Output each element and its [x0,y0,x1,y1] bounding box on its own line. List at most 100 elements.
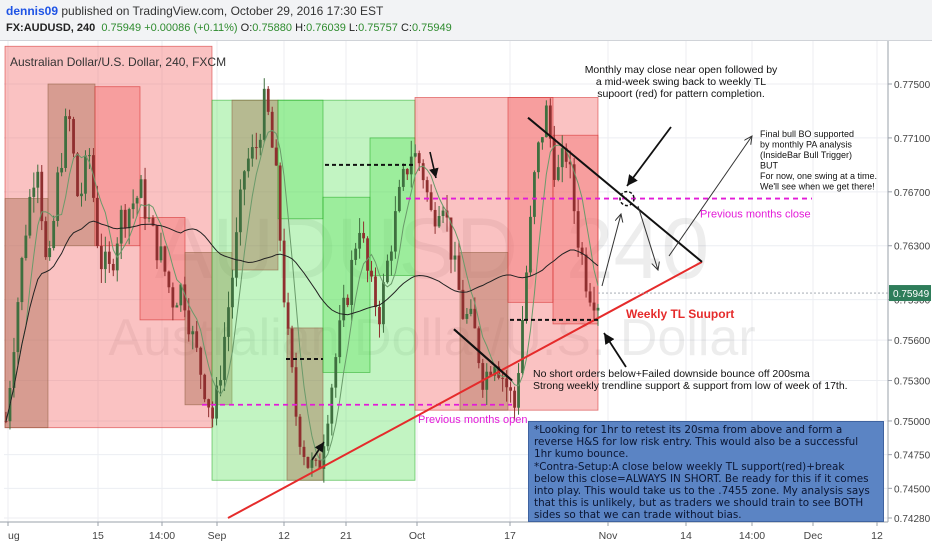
x-tick-label: 17 [504,530,516,542]
candle [350,250,354,321]
candle [576,198,580,257]
candle [326,414,330,451]
candle [397,179,401,213]
candle [266,86,270,116]
y-tick-label: 0.77100 [894,134,931,145]
candle [60,152,64,177]
candle [469,299,473,317]
candle [521,306,524,375]
candle [314,458,318,467]
price-chart[interactable]: AUDUSD, 240 Australian Dollar/U.S. Dolla… [0,41,932,550]
analysis-note: *Looking for 1hr to retest its 20sma fro… [528,421,884,522]
note-paragraph-1: *Looking for 1hr to retest its 20sma fro… [534,424,859,461]
candle [354,242,358,266]
candle [437,206,441,229]
candle [223,322,226,392]
candle [68,109,71,132]
candle [525,265,528,324]
bull-box [277,99,324,220]
candle [461,279,465,320]
candle [72,116,75,158]
descending-resistance-line [527,116,703,263]
candle [533,170,536,225]
open-value: 0.75880 [252,22,293,34]
candle [135,195,139,217]
candle [441,205,445,224]
candle [564,143,568,169]
arrow [429,151,439,179]
y-tick-label: 0.74500 [894,484,931,495]
x-tick-label: 15 [92,530,104,542]
candle [203,373,207,403]
candle [378,300,381,338]
candle [36,164,40,204]
bull-box [322,196,371,373]
candle [278,162,282,252]
annotation-labels: Monthly may close near open followed bya… [418,64,877,426]
y-tick-label: 0.75900 [894,296,931,307]
monthly-weekly-boxes [4,45,599,481]
monthly-note-text: Monthly may close near open followed by [585,64,778,76]
ohlc-line: FX:AUDUSD, 240 0.75949 +0.00086 (+0.11%)… [6,22,452,34]
chart-area[interactable]: AUDUSD, 240 Australian Dollar/U.S. Dolla… [0,41,932,550]
candle [481,358,485,398]
candle [318,453,322,470]
candle [250,134,254,167]
x-tick-label: 21 [340,530,352,542]
candle [235,217,238,287]
candle [540,137,544,150]
x-tick-label: 14:00 [739,530,765,542]
candle [147,203,151,223]
candle [227,291,230,352]
candle [544,100,548,138]
author-link[interactable]: dennis09 [6,4,59,18]
x-tick-label: 12 [871,530,883,542]
final-bull-note-text: BUT [760,161,779,171]
candle [370,260,373,282]
candle [509,381,512,403]
candle [405,168,409,181]
projection-arrow [637,205,658,270]
axes: 0.77500 0.77100 0.76700 0.76300 0.75900 0.756… [0,41,931,542]
candle [548,98,552,148]
candle [517,363,520,415]
candle [107,241,111,273]
high-value: 0.76039 [306,22,346,34]
candle [274,139,278,167]
price-change: +0.00086 (+0.11%) [144,22,238,34]
weekly-tl-label: Weekly TL Suuport [626,307,734,321]
candle [123,204,127,238]
bear-box [4,45,213,429]
candle [207,398,211,418]
projection-arrow [601,214,621,287]
candle [191,325,195,350]
candle [159,232,163,263]
close-value: 0.75949 [411,22,452,34]
candle [76,152,79,197]
candle [103,236,107,284]
candle [246,148,250,178]
candle [552,125,556,187]
no-short-note-text: Strong weekly trendline support & suppor… [533,380,848,392]
candle [421,159,425,189]
candle [20,256,24,311]
candle [254,132,258,160]
candle [290,325,294,373]
candle [501,372,505,392]
high-label: H: [295,22,307,34]
y-tick-label: 0.75300 [894,377,931,388]
symbol-label[interactable]: FX:AUDUSD, 240 [6,22,96,34]
candle [199,346,203,390]
candle [529,205,532,276]
candle [306,456,310,469]
x-tick-label: Nov [599,530,618,542]
candle [139,175,143,199]
candle [358,218,362,259]
candle [386,254,389,284]
candle [143,167,147,231]
candle [270,106,274,148]
candle [294,352,298,426]
last-price-badge [889,285,931,302]
candle [211,401,215,428]
projection-arrow [668,136,752,257]
